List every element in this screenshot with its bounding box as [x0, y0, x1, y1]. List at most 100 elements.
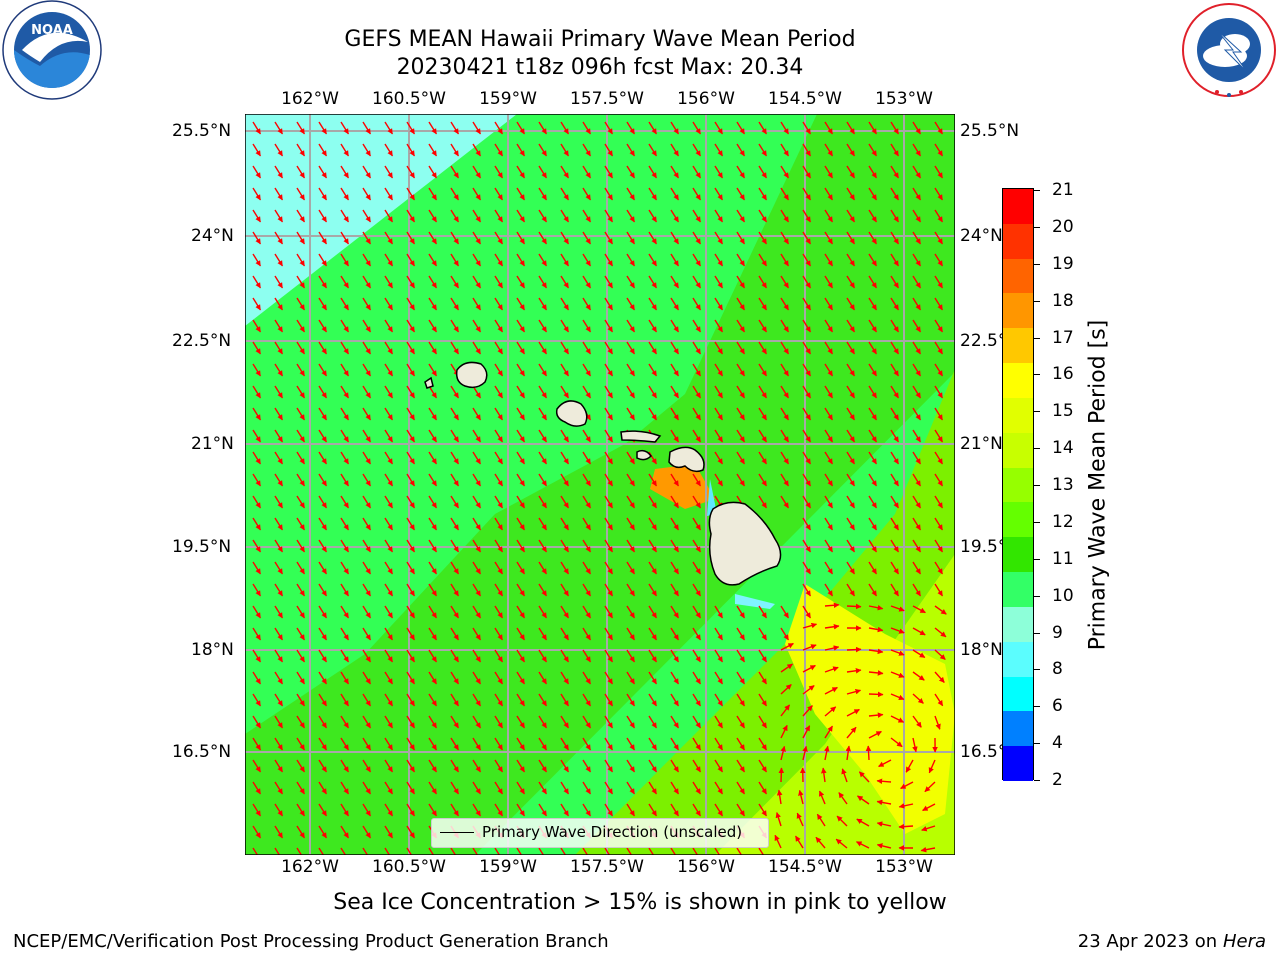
wave-direction-arrow	[846, 539, 855, 553]
wave-direction-arrow	[318, 319, 327, 333]
wave-direction-arrow	[604, 671, 613, 685]
wave-direction-arrow	[274, 407, 283, 421]
wave-direction-arrow	[274, 473, 283, 487]
wave-direction-arrow	[692, 847, 701, 855]
wave-direction-arrow	[934, 517, 943, 531]
wave-direction-arrow	[406, 605, 415, 619]
wave-direction-arrow	[824, 231, 833, 245]
wave-direction-arrow	[472, 407, 481, 421]
wave-direction-arrow	[912, 429, 921, 443]
wave-direction-arrow	[406, 649, 415, 663]
footer-machine: Hera	[1222, 931, 1266, 952]
wave-direction-arrow	[560, 693, 569, 707]
wave-direction-arrow	[604, 319, 613, 333]
wave-direction-arrow	[856, 818, 870, 827]
wave-direction-arrow	[934, 253, 943, 267]
wave-direction-arrow	[648, 209, 657, 223]
wave-direction-arrow	[516, 143, 525, 157]
wave-direction-arrow	[692, 297, 701, 311]
wave-direction-arrow	[516, 715, 525, 729]
wave-direction-arrow	[714, 627, 723, 641]
wave-direction-arrow	[252, 627, 261, 641]
wave-direction-arrow	[846, 561, 855, 575]
wave-direction-arrow	[340, 297, 349, 311]
wave-direction-arrow	[648, 759, 657, 773]
wave-direction-arrow	[802, 407, 811, 421]
wave-direction-arrow	[912, 517, 921, 531]
colorbar-tick-label: 15	[1052, 401, 1074, 422]
wave-direction-arrow	[538, 451, 547, 465]
wave-direction-arrow	[406, 121, 415, 135]
wave-direction-arrow	[670, 165, 679, 179]
wave-direction-arrow	[296, 341, 305, 355]
wave-direction-arrow	[626, 693, 635, 707]
wave-direction-arrow	[758, 319, 767, 333]
colorbar-segment	[1003, 363, 1033, 399]
wave-direction-arrow	[340, 341, 349, 355]
wave-direction-arrow	[758, 649, 767, 663]
wave-direction-arrow	[472, 539, 481, 553]
wave-direction-arrow	[868, 626, 884, 633]
wave-direction-arrow	[780, 745, 786, 761]
wave-direction-arrow	[296, 759, 305, 773]
wave-direction-arrow	[824, 666, 839, 673]
wave-direction-arrow	[802, 685, 815, 695]
wave-direction-arrow	[865, 745, 872, 761]
wave-direction-arrow	[890, 275, 899, 289]
wave-direction-arrow	[494, 341, 503, 355]
wave-direction-arrow	[934, 165, 943, 179]
wave-direction-arrow	[428, 297, 437, 311]
wave-direction-arrow	[516, 583, 525, 597]
wave-direction-arrow	[472, 781, 481, 795]
wave-direction-arrow	[296, 407, 305, 421]
wave-direction-arrow	[494, 605, 503, 619]
wave-direction-arrow	[780, 451, 789, 465]
wave-direction-arrow	[560, 495, 569, 509]
wave-direction-arrow	[670, 737, 679, 751]
wave-direction-arrow	[494, 649, 503, 663]
wave-direction-arrow	[252, 737, 261, 751]
wave-direction-arrow	[252, 407, 261, 421]
colorbar-tick-label: 8	[1052, 659, 1063, 680]
wave-direction-arrow	[845, 745, 852, 761]
wave-direction-arrow	[318, 473, 327, 487]
wave-direction-arrow	[868, 730, 882, 739]
wave-direction-arrow	[912, 539, 921, 553]
wave-direction-arrow	[362, 253, 371, 267]
wave-direction-arrow	[472, 693, 481, 707]
wave-direction-arrow	[318, 847, 327, 855]
wave-direction-arrow	[472, 473, 481, 487]
wave-direction-arrow	[560, 583, 569, 597]
colorbar-segment	[1003, 537, 1033, 573]
wave-direction-arrow	[450, 385, 459, 399]
wave-direction-arrow	[494, 473, 503, 487]
wave-direction-arrow	[714, 253, 723, 267]
wave-direction-arrow	[604, 495, 613, 509]
footer-date-text: 23 Apr 2023 on	[1077, 931, 1223, 952]
wave-direction-arrow	[692, 737, 701, 751]
colorbar-segment	[1003, 189, 1033, 225]
sea-ice-note: Sea Ice Concentration > 15% is shown in …	[333, 890, 947, 915]
wave-direction-arrow	[362, 231, 371, 245]
wave-direction-arrow	[824, 275, 833, 289]
wave-direction-arrow	[494, 297, 503, 311]
wave-direction-arrow	[824, 561, 833, 575]
wave-direction-arrow	[868, 604, 884, 611]
wave-direction-arrow	[912, 253, 921, 267]
wave-direction-arrow	[868, 561, 877, 575]
colorbar-tick-mark	[1034, 411, 1040, 413]
wave-direction-arrow	[472, 209, 481, 223]
colorbar-tick-label: 14	[1052, 438, 1074, 459]
wave-direction-arrow	[472, 319, 481, 333]
wave-direction-arrow	[934, 605, 947, 615]
wave-direction-arrow	[857, 795, 870, 805]
wave-direction-arrow	[692, 187, 701, 201]
wave-direction-arrow	[736, 165, 745, 179]
wave-direction-arrow	[714, 605, 723, 619]
wave-direction-arrow	[714, 693, 723, 707]
wave-direction-arrow	[472, 297, 481, 311]
wave-direction-arrow	[868, 495, 877, 509]
wave-direction-arrow	[736, 451, 745, 465]
wave-direction-arrow	[824, 297, 833, 311]
wave-direction-arrow	[868, 341, 877, 355]
